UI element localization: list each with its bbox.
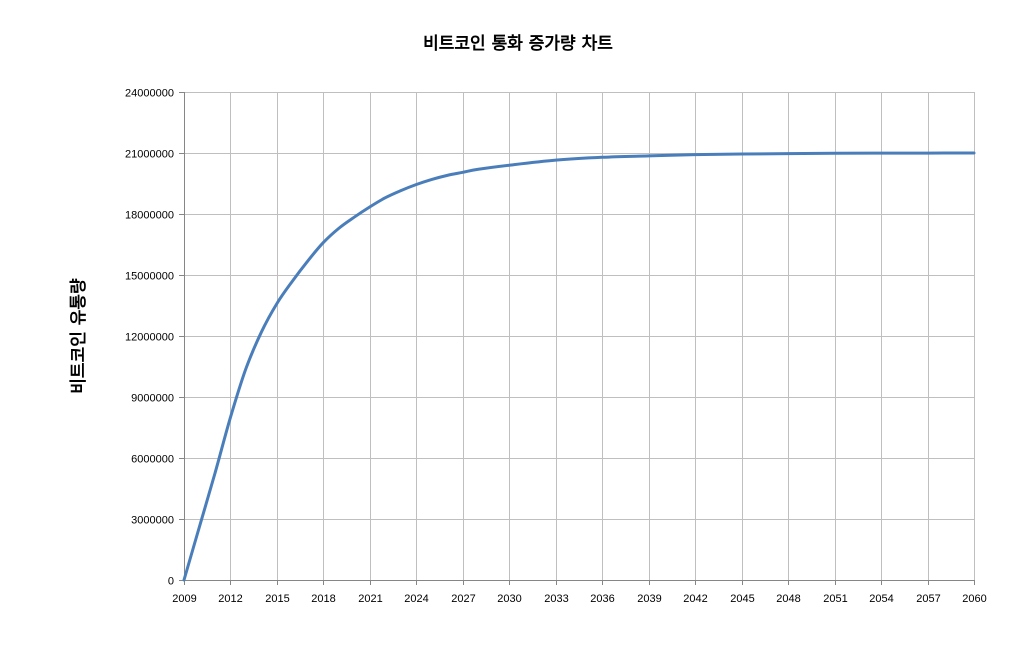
gridlines xyxy=(184,92,975,580)
x-tick-label: 2045 xyxy=(730,593,754,605)
y-tick-label: 6000000 xyxy=(131,454,174,466)
y-tick-label: 21000000 xyxy=(125,149,174,161)
x-tick-label: 2012 xyxy=(218,593,242,605)
series-layer xyxy=(182,151,976,582)
axes xyxy=(179,92,975,585)
y-tick-label: 3000000 xyxy=(131,515,174,527)
y-tick-label: 12000000 xyxy=(125,332,174,344)
series-line xyxy=(182,151,976,582)
x-tick-label: 2057 xyxy=(916,593,940,605)
x-tick-label: 2036 xyxy=(590,593,614,605)
x-tick-label: 2051 xyxy=(823,593,847,605)
y-tick-label: 0 xyxy=(168,576,174,588)
y-axis-title: 비트코인 유통량 xyxy=(69,278,89,394)
x-tick-label: 2009 xyxy=(172,593,196,605)
x-tick-label: 2048 xyxy=(776,593,800,605)
x-tick-label: 2033 xyxy=(544,593,568,605)
x-tick-label: 2054 xyxy=(869,593,893,605)
x-tick-label: 2024 xyxy=(404,593,428,605)
x-tick-labels: 2009 2012 2015 2018 2021 2024 2027 2030 2033 2036… xyxy=(172,593,986,605)
y-tick-label: 15000000 xyxy=(125,271,174,283)
chart-title: 비트코인 통화 증가량 차트 xyxy=(423,34,613,54)
x-tick-label: 2021 xyxy=(358,593,382,605)
y-tick-labels: 0 3000000 6000000 9000000 12000000 15000000 18… xyxy=(125,88,174,588)
x-tick-label: 2015 xyxy=(265,593,289,605)
x-tick-label: 2039 xyxy=(637,593,661,605)
x-tick-label: 2060 xyxy=(962,593,986,605)
x-tick-label: 2030 xyxy=(497,593,521,605)
y-tick-label: 24000000 xyxy=(125,88,174,100)
x-tick-label: 2018 xyxy=(311,593,335,605)
y-tick-label: 18000000 xyxy=(125,210,174,222)
x-tick-label: 2042 xyxy=(683,593,707,605)
x-tick-label: 2027 xyxy=(451,593,475,605)
y-tick-label: 9000000 xyxy=(131,393,174,405)
